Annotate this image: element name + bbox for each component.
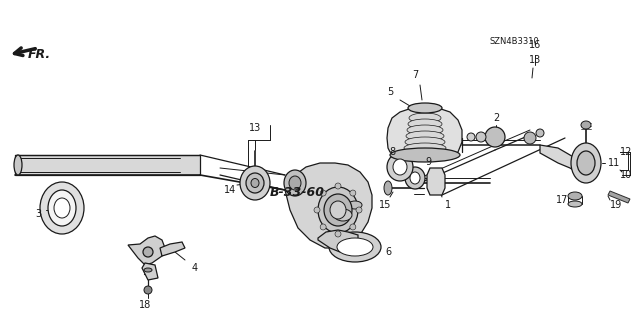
Ellipse shape xyxy=(314,207,320,213)
Ellipse shape xyxy=(405,137,445,147)
Ellipse shape xyxy=(571,143,601,183)
Text: 4: 4 xyxy=(192,263,198,273)
Ellipse shape xyxy=(536,129,544,137)
Text: 2: 2 xyxy=(493,113,499,123)
Ellipse shape xyxy=(48,190,76,226)
Ellipse shape xyxy=(407,125,443,135)
Polygon shape xyxy=(427,168,445,195)
Ellipse shape xyxy=(404,143,446,153)
Ellipse shape xyxy=(390,148,460,162)
Text: 19: 19 xyxy=(610,200,622,210)
Ellipse shape xyxy=(348,201,362,209)
Text: 6: 6 xyxy=(385,247,391,257)
Ellipse shape xyxy=(476,132,486,142)
Polygon shape xyxy=(15,155,200,175)
Text: 17: 17 xyxy=(556,195,568,205)
Text: 5: 5 xyxy=(387,87,393,97)
Text: 13: 13 xyxy=(249,123,261,133)
Ellipse shape xyxy=(334,209,352,221)
Ellipse shape xyxy=(393,159,407,175)
Ellipse shape xyxy=(406,131,444,141)
Text: 11: 11 xyxy=(608,158,620,168)
Ellipse shape xyxy=(40,182,84,234)
Ellipse shape xyxy=(318,187,358,233)
Ellipse shape xyxy=(356,207,362,213)
Ellipse shape xyxy=(408,119,442,129)
Ellipse shape xyxy=(524,132,536,144)
Ellipse shape xyxy=(405,167,425,189)
Ellipse shape xyxy=(577,151,595,175)
Polygon shape xyxy=(540,145,585,173)
Ellipse shape xyxy=(408,103,442,113)
Text: 15: 15 xyxy=(379,200,391,210)
Text: 12: 12 xyxy=(620,147,632,157)
Ellipse shape xyxy=(143,247,153,257)
Ellipse shape xyxy=(467,133,475,141)
Ellipse shape xyxy=(284,170,306,196)
Ellipse shape xyxy=(581,121,591,129)
Ellipse shape xyxy=(320,224,326,230)
Ellipse shape xyxy=(409,113,441,123)
Ellipse shape xyxy=(350,190,356,196)
Ellipse shape xyxy=(330,201,346,219)
Ellipse shape xyxy=(144,286,152,294)
Text: 3: 3 xyxy=(35,209,41,219)
Ellipse shape xyxy=(144,268,152,272)
Ellipse shape xyxy=(403,149,447,159)
Ellipse shape xyxy=(329,232,381,262)
Text: 1: 1 xyxy=(445,200,451,210)
Ellipse shape xyxy=(324,194,352,226)
Ellipse shape xyxy=(387,153,413,181)
Text: 18: 18 xyxy=(139,300,151,310)
Ellipse shape xyxy=(335,231,341,237)
Ellipse shape xyxy=(485,127,505,147)
Polygon shape xyxy=(318,230,358,252)
Ellipse shape xyxy=(14,155,22,175)
Polygon shape xyxy=(142,263,158,280)
Text: 14: 14 xyxy=(224,185,236,195)
Ellipse shape xyxy=(337,238,373,256)
Ellipse shape xyxy=(251,179,259,188)
Ellipse shape xyxy=(240,166,270,200)
Ellipse shape xyxy=(320,190,326,196)
Ellipse shape xyxy=(289,176,301,190)
Ellipse shape xyxy=(568,192,582,200)
Ellipse shape xyxy=(54,198,70,218)
Ellipse shape xyxy=(384,181,392,195)
Text: FR.: FR. xyxy=(28,48,51,62)
Text: 8: 8 xyxy=(389,147,395,157)
Polygon shape xyxy=(608,191,630,203)
Text: 7: 7 xyxy=(412,70,418,80)
Polygon shape xyxy=(128,236,165,265)
Text: 9: 9 xyxy=(425,157,431,167)
Polygon shape xyxy=(160,242,185,256)
Ellipse shape xyxy=(410,172,420,184)
Text: SZN4B3310: SZN4B3310 xyxy=(490,38,540,47)
Text: 13: 13 xyxy=(529,55,541,65)
Polygon shape xyxy=(285,163,372,248)
Ellipse shape xyxy=(568,201,582,207)
Text: B-33-60: B-33-60 xyxy=(270,186,325,198)
Ellipse shape xyxy=(335,183,341,189)
Ellipse shape xyxy=(350,224,356,230)
Ellipse shape xyxy=(246,173,264,193)
Text: 16: 16 xyxy=(529,40,541,50)
Text: 10: 10 xyxy=(620,170,632,180)
Polygon shape xyxy=(387,108,462,160)
